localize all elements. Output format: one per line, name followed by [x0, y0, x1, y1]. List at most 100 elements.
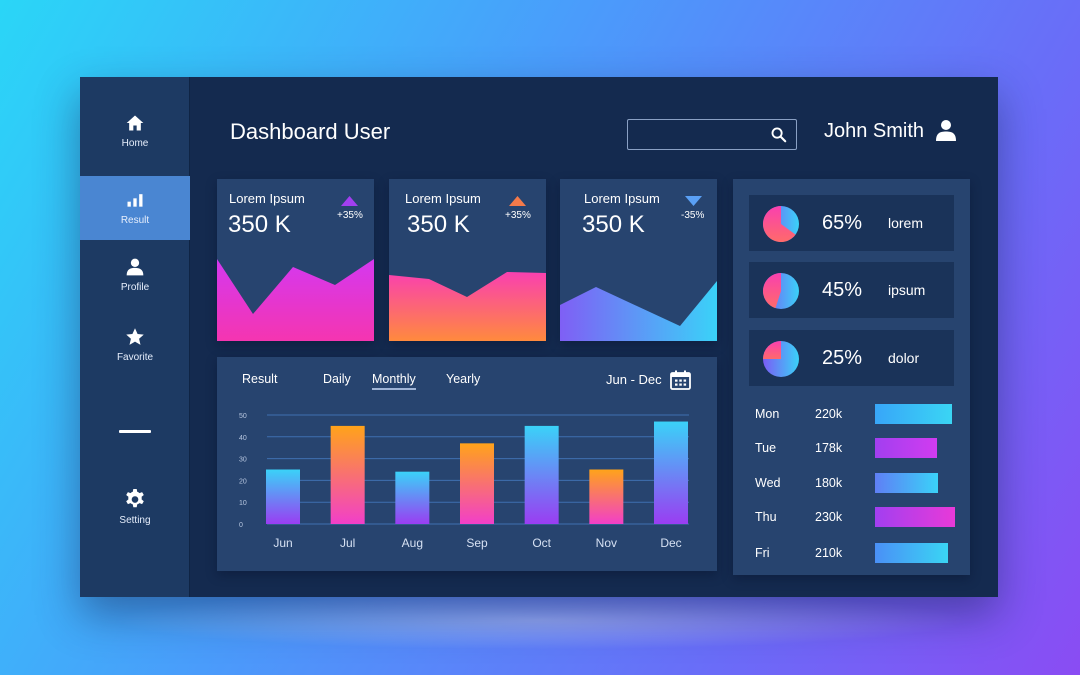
day-value: 210k [815, 546, 843, 560]
day-value: 180k [815, 476, 843, 490]
day-name: Tue [755, 441, 777, 455]
result-chart-card: Result Daily Monthly Yearly Jun - Dec 0 1… [217, 357, 717, 571]
pie-name: lorem [888, 215, 924, 231]
y-tick-label: 20 [239, 478, 247, 485]
tab-yearly[interactable]: Yearly [446, 372, 481, 386]
y-tick-label: 10 [239, 500, 247, 507]
bar-aug[interactable] [395, 471, 430, 524]
stat-card-3[interactable]: Lorem Ipsum 350 K -35% [560, 179, 717, 341]
search-box[interactable] [627, 119, 797, 150]
sidebar-item-label: Profile [120, 282, 150, 293]
trend-up-arrow-icon [341, 196, 358, 206]
day-bar [875, 473, 938, 493]
stat-label: Lorem Ipsum [584, 191, 660, 206]
user-icon [126, 258, 144, 276]
pie-card-3[interactable]: 25% dolor [749, 330, 954, 386]
bar-chart: 0 10 20 30 40 50 Jun Jul Aug Sep Oct Nov Dec [239, 413, 689, 550]
day-name: Mon [755, 407, 780, 421]
list-item: Tue 178k [733, 438, 970, 462]
x-tick-label: Jun [273, 536, 292, 550]
bar-oct[interactable] [524, 425, 559, 524]
stat-change: -35% [681, 210, 705, 221]
pie-chart [763, 341, 799, 377]
sidebar-item-label: Setting [119, 515, 151, 526]
day-value: 230k [815, 510, 843, 524]
pie-chart [763, 206, 799, 242]
day-bar [875, 438, 937, 458]
stat-card-1[interactable]: Lorem Ipsum 350 K +35% [217, 179, 374, 341]
sidebar-item-profile[interactable]: Profile [80, 243, 190, 307]
bar-chart-icon [127, 194, 143, 207]
summary-panel: 65% lorem 45% ipsum 25% dolor Mon 220k T… [733, 179, 970, 575]
bar-jul[interactable] [330, 425, 365, 524]
trend-down-arrow-icon [685, 196, 702, 206]
day-name: Fri [755, 546, 770, 560]
pie-percent: 25% [822, 347, 863, 369]
day-bar [875, 507, 955, 527]
x-tick-label: Nov [596, 536, 617, 550]
tab-daily[interactable]: Daily [323, 372, 351, 386]
day-name: Wed [755, 476, 781, 490]
sidebar-item-label: Home [121, 138, 149, 149]
y-tick-label: 50 [239, 413, 247, 420]
search-icon[interactable] [770, 126, 787, 143]
home-icon [126, 115, 144, 131]
sidebar-item-label: Result [120, 215, 150, 226]
day-value: 220k [815, 407, 843, 421]
x-tick-label: Oct [532, 536, 551, 550]
trend-up-arrow-icon [509, 196, 526, 206]
calendar-icon[interactable] [670, 370, 691, 390]
pie-slice [763, 273, 781, 309]
pie-slice [763, 341, 781, 359]
day-bar [875, 543, 948, 563]
stat-area-chart [217, 259, 374, 341]
stat-card-2[interactable]: Lorem Ipsum 350 K +35% [389, 179, 546, 341]
y-tick-label: 30 [239, 457, 247, 464]
bar-sep[interactable] [460, 443, 494, 524]
sidebar-item-result[interactable]: Result [80, 176, 190, 240]
sidebar-item-setting[interactable]: Setting [80, 474, 190, 538]
sidebar-divider [119, 430, 151, 433]
bar-jun[interactable] [266, 469, 300, 525]
stat-label: Lorem Ipsum [229, 191, 305, 206]
stat-area-chart [560, 281, 717, 341]
stat-area-chart [389, 272, 546, 341]
pie-name: dolor [888, 350, 920, 366]
gear-icon [126, 489, 144, 508]
stat-value: 350 K [228, 211, 291, 238]
stat-value: 350 K [407, 211, 470, 238]
user-name[interactable]: John Smith [824, 120, 925, 142]
dashboard-window: Home Result Profile Favorite Setting Das… [80, 77, 998, 597]
tab-monthly[interactable]: Monthly [372, 372, 416, 390]
pie-percent: 65% [822, 212, 863, 234]
x-tick-label: Aug [402, 536, 423, 550]
x-tick-label: Jul [340, 536, 355, 550]
star-icon [126, 328, 144, 345]
day-name: Thu [755, 510, 777, 524]
list-item: Thu 230k [733, 507, 970, 531]
bar-dec[interactable] [654, 421, 688, 524]
pie-slice [763, 206, 796, 242]
stat-change: +35% [337, 210, 363, 221]
x-tick-label: Dec [660, 536, 681, 550]
window-shadow [110, 590, 970, 650]
y-tick-label: 0 [239, 522, 243, 529]
bar-nov[interactable] [589, 469, 624, 525]
sidebar-item-home[interactable]: Home [80, 99, 190, 163]
list-item: Mon 220k [733, 404, 970, 428]
list-item: Wed 180k [733, 473, 970, 497]
y-tick-label: 40 [239, 435, 247, 442]
sidebar-item-favorite[interactable]: Favorite [80, 313, 190, 377]
sidebar-item-label: Favorite [116, 352, 154, 363]
x-tick-label: Sep [466, 536, 488, 550]
search-input[interactable] [628, 120, 758, 148]
pie-card-1[interactable]: 65% lorem [749, 195, 954, 251]
sidebar: Home Result Profile Favorite Setting [80, 77, 190, 597]
day-bar [875, 404, 952, 424]
list-item: Fri 210k [733, 543, 970, 567]
pie-card-2[interactable]: 45% ipsum [749, 262, 954, 318]
pie-name: ipsum [888, 282, 926, 298]
date-range[interactable]: Jun - Dec [606, 372, 662, 387]
user-avatar-icon[interactable] [934, 118, 958, 142]
page-title: Dashboard User [230, 119, 391, 144]
